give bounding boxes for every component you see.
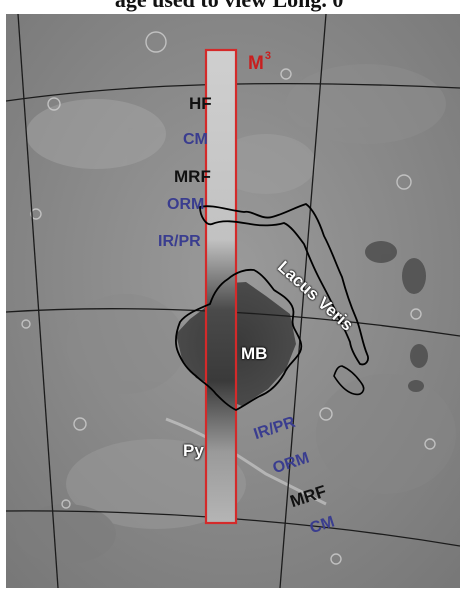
craters [21, 31, 436, 565]
lunar-mosaic: M3 HF CM MRF ORM IR/PR Lacus Veris MB Py… [6, 14, 460, 588]
lunar-basemap [6, 14, 460, 588]
figure-caption: age used to view Long. 0° [0, 0, 467, 13]
bright-ejecta [165, 417, 327, 506]
instrument-label: M3 [248, 50, 271, 74]
unit-label-hf: HF [189, 94, 212, 113]
unit-label-orm: ORM [167, 196, 205, 213]
unit-label-cm: CM [183, 131, 208, 148]
m3-footprint-outline [204, 48, 238, 525]
graticule [6, 14, 460, 588]
dark-mare-patches [365, 241, 428, 392]
unit-label-mrf: MRF [174, 167, 211, 186]
lacus-veris-outline [199, 203, 369, 366]
mare-basin-outline [174, 268, 303, 411]
mare-basin-label: MB [241, 344, 268, 363]
lacus-veris-lower [333, 365, 365, 396]
m3-footprint-image [206, 50, 236, 523]
pyroclastic-label: Py [183, 441, 204, 460]
unit-label-ir-pr: IR/PR [158, 233, 201, 250]
